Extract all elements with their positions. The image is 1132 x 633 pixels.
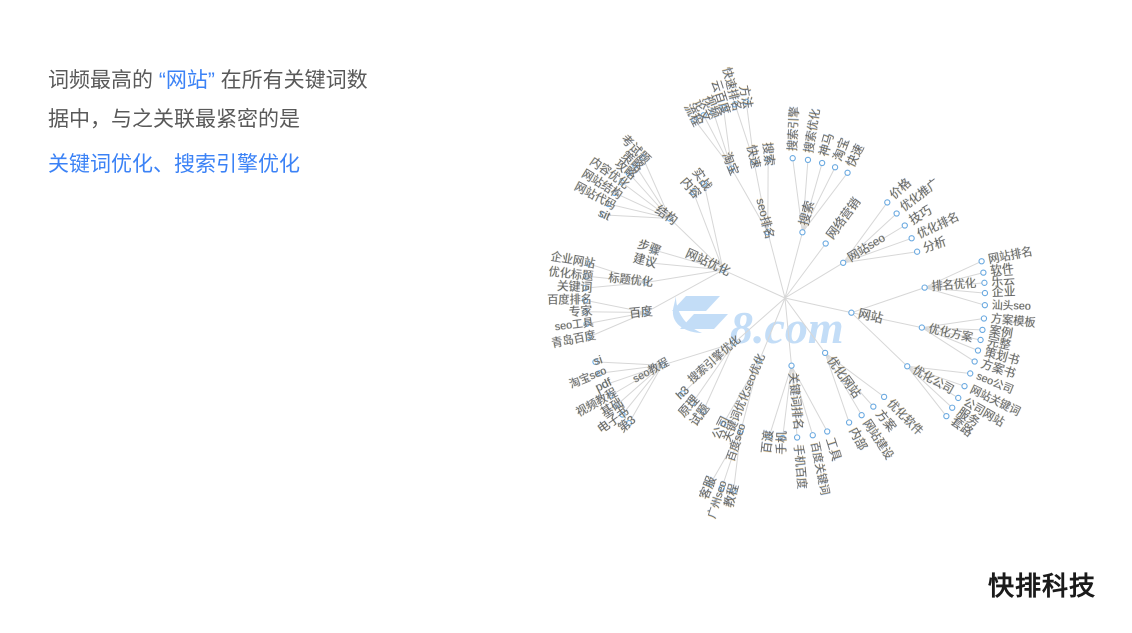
svg-text:8.com: 8.com (730, 302, 844, 353)
svg-text:手机百度: 手机百度 (792, 444, 810, 490)
svg-text:汕头seo: 汕头seo (992, 298, 1031, 312)
svg-text:网络营销: 网络营销 (824, 195, 864, 242)
svg-text:快速: 快速 (744, 144, 763, 170)
svg-text:结构: 结构 (653, 203, 681, 228)
svg-text:手机: 手机 (774, 431, 788, 455)
svg-text:si: si (592, 352, 605, 368)
svg-text:搜索: 搜索 (760, 142, 777, 167)
svg-text:淘宝: 淘宝 (720, 150, 742, 177)
svg-text:seo教程: seo教程 (631, 355, 672, 385)
svg-text:优化方案: 优化方案 (927, 321, 974, 344)
svg-text:搜索引擎优化: 搜索引擎优化 (685, 332, 743, 386)
svg-text:百度: 百度 (628, 304, 653, 320)
svg-text:标题优化: 标题优化 (608, 270, 654, 289)
svg-text:企业: 企业 (992, 284, 1016, 299)
svg-text:排名优化: 排名优化 (931, 276, 977, 293)
svg-text:seo排名: seo排名 (753, 197, 777, 241)
svg-text:网站: 网站 (857, 307, 884, 326)
svg-text:百度排名: 百度排名 (547, 292, 592, 307)
svg-text:网站优化: 网站优化 (684, 246, 733, 278)
svg-text:百渡: 百渡 (759, 429, 776, 454)
svg-text:工具: 工具 (823, 436, 844, 463)
svg-text:搜索引擎: 搜索引擎 (785, 106, 801, 151)
